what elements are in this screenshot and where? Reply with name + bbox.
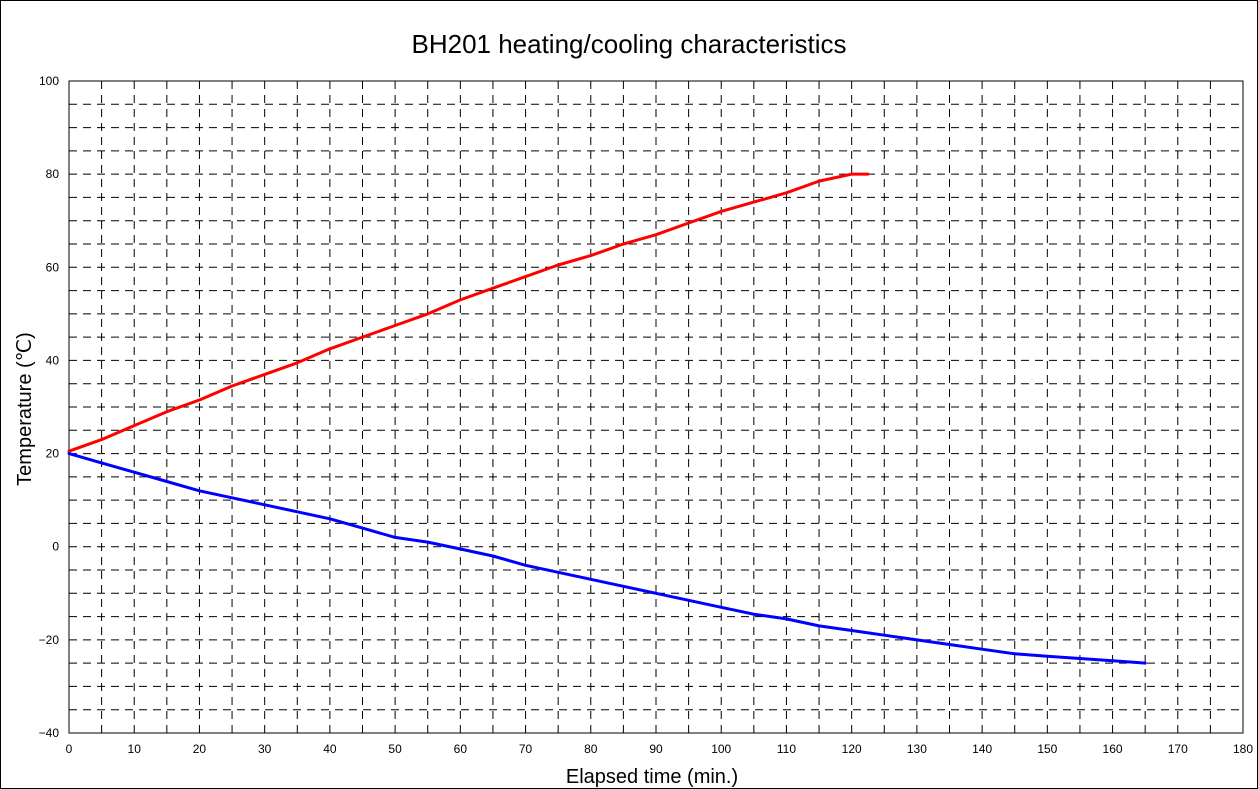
x-tick-label: 30 xyxy=(258,742,272,756)
x-tick-label: 170 xyxy=(1168,742,1188,756)
y-tick-label: 40 xyxy=(46,353,60,367)
x-tick-label: 160 xyxy=(1103,742,1123,756)
tick-labels: 0 10 20 30 40 50 60 70 80 90 100 110 120 130 140 150 160… xyxy=(39,74,1254,756)
x-axis-label: Elapsed time (min.) xyxy=(566,766,738,788)
y-tick-label: 0 xyxy=(52,540,59,554)
y-tick-label: 20 xyxy=(46,447,60,461)
x-tick-label: 180 xyxy=(1233,742,1253,756)
plot-area-border xyxy=(68,80,1244,734)
chart-title: BH201 heating/cooling characteristics xyxy=(411,29,846,59)
x-tick-label: 60 xyxy=(454,742,468,756)
heating-curve-line xyxy=(67,172,870,453)
x-tick-label: 150 xyxy=(1037,742,1057,756)
cooling-curve-line xyxy=(67,452,1147,665)
series-layer xyxy=(67,172,1147,665)
y-tick-label: −20 xyxy=(39,633,60,647)
y-tick-label: 80 xyxy=(46,167,60,181)
x-tick-label: 0 xyxy=(66,742,73,756)
x-tick-label: 70 xyxy=(519,742,533,756)
grid-layer xyxy=(69,81,1243,733)
y-tick-label: 60 xyxy=(46,260,60,274)
x-tick-label: 120 xyxy=(842,742,862,756)
x-tick-label: 140 xyxy=(972,742,992,756)
y-tick-label: −40 xyxy=(39,726,60,740)
x-tick-label: 100 xyxy=(711,742,731,756)
x-tick-label: 80 xyxy=(584,742,598,756)
x-tick-label: 40 xyxy=(323,742,337,756)
x-tick-label: 10 xyxy=(128,742,142,756)
x-tick-label: 20 xyxy=(193,742,207,756)
x-tick-label: 90 xyxy=(649,742,663,756)
x-tick-label: 130 xyxy=(907,742,927,756)
y-axis-label: Temperature (℃) xyxy=(14,332,36,486)
x-tick-label: 110 xyxy=(777,742,796,756)
y-tick-label: 100 xyxy=(39,74,59,88)
x-tick-label: 50 xyxy=(388,742,402,756)
